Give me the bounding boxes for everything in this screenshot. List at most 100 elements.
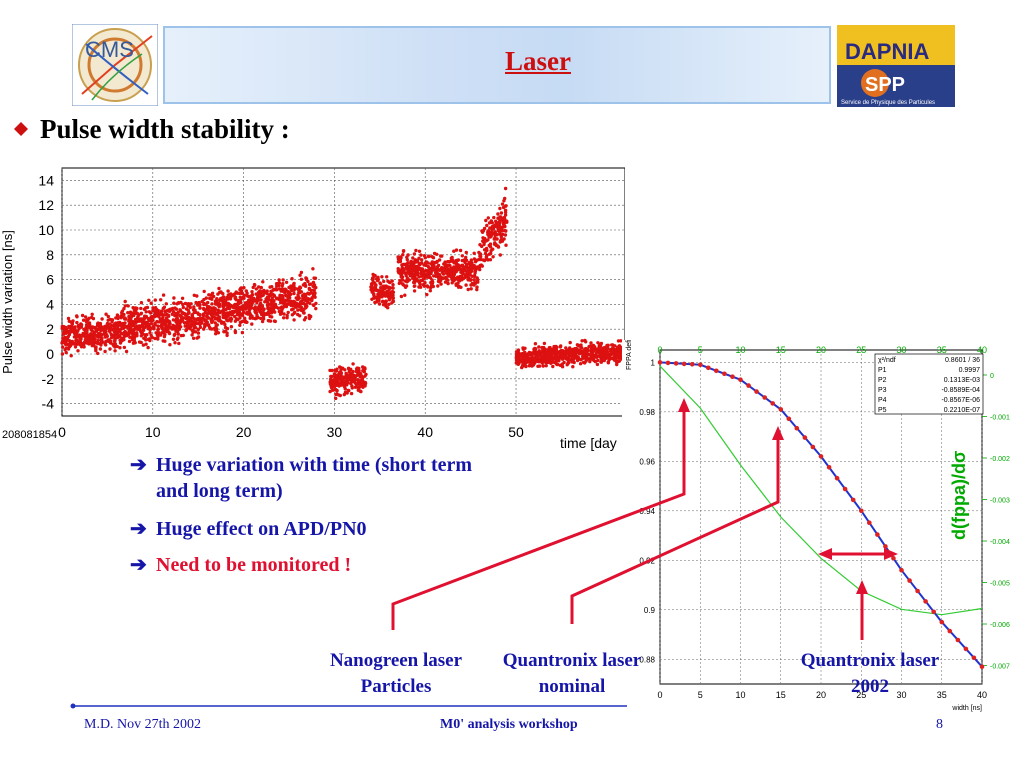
data-point xyxy=(96,333,100,337)
data-point xyxy=(174,329,178,333)
data-point xyxy=(971,655,977,661)
data-point xyxy=(291,282,296,287)
data-point xyxy=(444,277,449,281)
x-tick-label: 10 xyxy=(145,424,161,440)
data-point xyxy=(268,285,272,289)
data-point xyxy=(475,276,479,280)
data-point xyxy=(293,310,297,314)
data-point xyxy=(496,229,500,233)
data-point xyxy=(418,282,422,286)
data-point xyxy=(334,387,338,392)
data-point xyxy=(488,245,493,249)
data-point xyxy=(598,342,602,346)
data-point xyxy=(689,362,695,367)
data-point xyxy=(202,289,206,294)
right-tick-label: -0.004 xyxy=(990,539,1010,546)
sepp-logo-text: SPP xyxy=(865,74,905,96)
data-point xyxy=(859,508,864,514)
data-point xyxy=(586,348,590,352)
data-point xyxy=(67,325,71,330)
data-point xyxy=(243,316,247,320)
data-point xyxy=(931,609,936,615)
data-point xyxy=(192,310,196,315)
data-point xyxy=(351,369,355,374)
data-point xyxy=(403,285,408,289)
data-point xyxy=(558,345,563,349)
data-point xyxy=(103,327,108,331)
data-point xyxy=(238,316,242,320)
data-point xyxy=(492,237,496,241)
data-point xyxy=(504,229,508,233)
data-point xyxy=(304,292,308,297)
data-point xyxy=(242,286,246,290)
data-point xyxy=(191,336,196,340)
data-point xyxy=(98,323,102,328)
data-point xyxy=(454,260,458,265)
data-point xyxy=(615,345,620,349)
data-point xyxy=(277,296,282,300)
data-point xyxy=(443,260,447,264)
data-point xyxy=(409,259,413,264)
data-point xyxy=(498,253,502,257)
footer-page-number: 8 xyxy=(936,717,943,732)
data-point xyxy=(336,393,341,397)
data-point xyxy=(149,315,153,319)
data-point xyxy=(229,312,234,317)
data-point xyxy=(229,325,234,329)
data-point xyxy=(140,332,145,336)
data-point xyxy=(422,284,427,288)
data-point xyxy=(186,321,190,326)
data-point xyxy=(427,254,431,258)
data-point xyxy=(537,345,541,349)
data-point xyxy=(403,293,407,297)
data-point xyxy=(575,358,580,363)
sepp-caption: Service de Physique des Particules xyxy=(841,100,935,106)
y-tick-label: -2 xyxy=(42,371,55,387)
data-point xyxy=(270,303,274,308)
diamond-bullet-icon xyxy=(14,122,28,136)
data-point xyxy=(565,363,569,367)
data-point xyxy=(100,317,104,321)
data-point xyxy=(449,275,453,279)
data-point xyxy=(595,362,600,367)
data-point xyxy=(298,290,302,295)
data-point xyxy=(361,365,365,369)
data-point xyxy=(599,354,603,359)
data-point xyxy=(184,328,189,332)
data-point xyxy=(142,307,147,311)
data-point xyxy=(464,255,468,260)
data-point xyxy=(220,321,224,325)
data-point xyxy=(574,351,578,355)
data-point xyxy=(468,272,472,277)
data-point xyxy=(915,588,920,594)
data-point xyxy=(426,285,430,289)
data-point xyxy=(103,349,107,354)
data-point xyxy=(762,395,767,400)
data-point xyxy=(87,333,91,337)
data-point xyxy=(307,313,311,318)
data-point xyxy=(245,320,249,324)
data-point xyxy=(84,320,89,324)
data-point xyxy=(533,342,538,346)
data-point xyxy=(131,333,135,337)
data-point xyxy=(441,276,445,280)
data-point xyxy=(161,315,165,320)
data-point xyxy=(230,294,234,298)
data-point xyxy=(770,401,775,406)
fit-param-name: χ²/ndf xyxy=(878,357,896,364)
data-point xyxy=(371,280,376,285)
data-point xyxy=(465,270,469,274)
data-point xyxy=(582,353,586,357)
data-point xyxy=(261,280,265,284)
data-point xyxy=(390,279,394,283)
data-point xyxy=(472,251,476,255)
data-point xyxy=(183,324,187,328)
data-point xyxy=(296,312,300,317)
data-point xyxy=(490,227,494,232)
data-point xyxy=(190,319,194,323)
data-point xyxy=(103,335,107,339)
data-point xyxy=(173,341,177,345)
data-point xyxy=(199,321,204,325)
data-point xyxy=(290,313,295,317)
data-point xyxy=(267,293,272,297)
